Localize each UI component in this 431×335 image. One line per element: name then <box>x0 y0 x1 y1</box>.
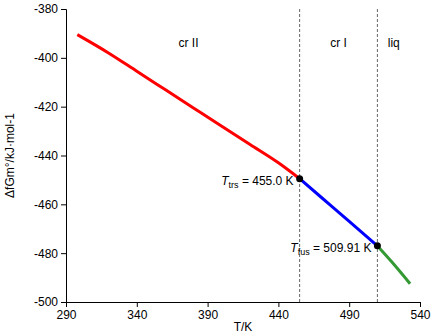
transition-point <box>296 175 303 182</box>
texts: cr II cr I liq Ttrs = 455.0 K Tfus = 509.91 … <box>178 36 399 257</box>
annotation-subscript: trs <box>229 180 239 190</box>
x-tick-label: 290 <box>56 308 76 322</box>
x-tick: 390 <box>198 302 218 322</box>
x-tick-mark <box>208 302 209 307</box>
x-tick-label: 390 <box>198 308 218 322</box>
series-line <box>377 246 410 284</box>
x-axis-title: T/K <box>234 320 253 334</box>
x-tick-mark <box>349 302 350 307</box>
y-tick-mark <box>61 204 66 205</box>
x-tick: 340 <box>127 302 147 322</box>
y-tick-label: -460 <box>34 198 58 212</box>
x-tick-label: 540 <box>410 308 430 322</box>
y-tick-mark <box>61 58 66 59</box>
x-tick: 290 <box>56 302 76 322</box>
phase-label: cr II <box>178 36 198 50</box>
x-tick-mark <box>420 302 421 307</box>
series-lines <box>77 35 410 284</box>
y-axis-line <box>61 10 67 303</box>
y-tick: -440 <box>34 149 66 163</box>
x-tick: 540 <box>410 302 430 322</box>
x-tick-mark <box>278 302 279 307</box>
y-tick-label: -400 <box>34 51 58 65</box>
y-tick-mark <box>61 9 66 10</box>
y-tick-mark <box>61 253 66 254</box>
annotation-label: Ttrs = 455.0 K <box>221 174 293 190</box>
transition-line <box>377 9 378 302</box>
x-tick: 440 <box>269 302 289 322</box>
transition-line <box>299 9 300 302</box>
y-tick-mark <box>61 156 66 157</box>
x-axis: 290 340 390 440 490 540 <box>56 302 430 322</box>
x-tick-label: 490 <box>340 308 360 322</box>
y-tick-label: -420 <box>34 100 58 114</box>
annotation-label: Tfus = 509.91 K <box>290 241 371 257</box>
plot: 290 340 390 440 490 540 -500 -480 -460 -440 -420 -4… <box>34 2 431 321</box>
annotation-text: = 509.91 K <box>310 241 372 255</box>
annotation-text: = 455.0 K <box>239 174 294 188</box>
y-tick-mark <box>61 302 66 303</box>
y-tick: -380 <box>34 2 66 16</box>
y-tick: -460 <box>34 198 66 212</box>
annotation-subscript: fus <box>298 247 311 257</box>
x-tick-mark <box>137 302 138 307</box>
series-line <box>77 35 299 179</box>
y-tick-mark <box>61 107 66 108</box>
y-tick: -400 <box>34 51 66 65</box>
y-tick: -420 <box>34 100 66 114</box>
y-tick: -480 <box>34 247 66 261</box>
y-axis: -500 -480 -460 -440 -420 -400 -380 <box>34 2 67 309</box>
y-tick: -500 <box>34 295 66 309</box>
series-line <box>300 179 378 246</box>
x-axis-line <box>67 303 421 308</box>
y-tick-label: -440 <box>34 149 58 163</box>
y-tick-label: -500 <box>34 295 58 309</box>
transition-lines <box>300 9 378 302</box>
phase-label: liq <box>388 36 400 50</box>
phase-label: cr I <box>330 36 347 50</box>
x-tick-label: 440 <box>269 308 289 322</box>
y-axis-title: ΔfGm°/kJ·mol-1 <box>3 113 17 198</box>
chart: 290 340 390 440 490 540 -500 -480 -460 -440 -420 -4… <box>0 0 431 335</box>
x-tick-label: 340 <box>127 308 147 322</box>
transition-point <box>374 242 381 249</box>
y-tick-label: -380 <box>34 2 58 16</box>
x-tick: 490 <box>340 302 360 322</box>
y-tick-label: -480 <box>34 247 58 261</box>
